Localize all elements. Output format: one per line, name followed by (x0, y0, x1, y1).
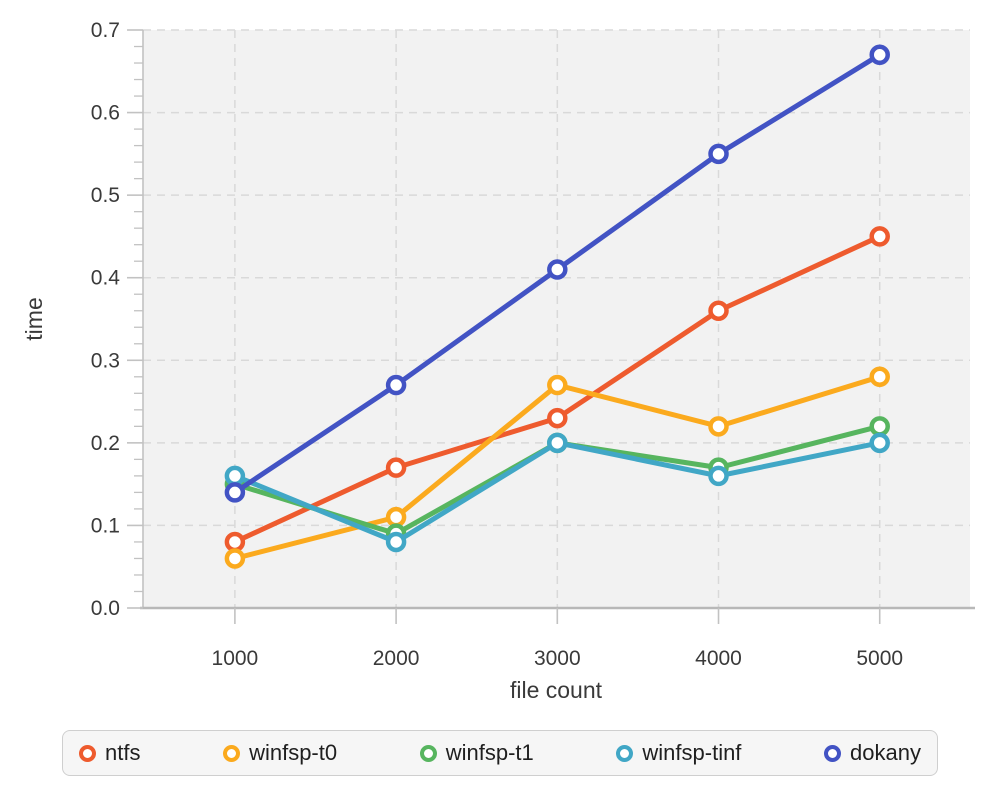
legend-label: ntfs (105, 740, 141, 765)
y-tick-label: 0.1 (91, 514, 120, 537)
data-point-winfsp-tinf (224, 465, 246, 487)
data-point-dokany (224, 482, 246, 503)
legend-label: winfsp-t0 (249, 740, 338, 765)
plot-background (143, 30, 970, 608)
data-point-winfsp-tinf (708, 465, 729, 487)
y-tick-label: 0.2 (91, 432, 120, 455)
legend: ntfs winfsp-t0 winfsp-t1 winfsp-tinf dokany (62, 730, 938, 776)
data-point-dokany (708, 143, 729, 165)
y-axis-title: time (21, 297, 47, 340)
legend-label: winfsp-tinf (642, 740, 742, 765)
y-tick-label: 0.4 (91, 267, 121, 290)
x-tick-label: 5000 (856, 647, 903, 670)
x-tick-label: 1000 (212, 647, 259, 670)
y-tick-label: 0.0 (91, 597, 120, 620)
y-tick-label: 0.6 (91, 102, 120, 125)
line-chart: 0.0 0.1 0.2 0.3 0.4 0.5 0.6 0.7 1000 2000 3000 4000… (21, 19, 975, 703)
legend-item-winfsp-t1: winfsp-t1 (419, 740, 534, 765)
data-point-dokany (547, 259, 568, 280)
legend-label: dokany (850, 740, 921, 765)
data-point-ntfs (547, 407, 568, 429)
x-axis-title: file count (510, 677, 603, 703)
data-point-winfsp-tinf (547, 432, 568, 454)
x-tick-label: 4000 (695, 647, 742, 670)
data-point-winfsp-t0 (547, 374, 568, 396)
data-point-winfsp-tinf (869, 432, 890, 454)
data-point-winfsp-t0 (708, 416, 729, 437)
data-point-winfsp-tinf (385, 531, 407, 553)
legend-marker-icon (79, 744, 96, 762)
y-tick-label: 0.5 (91, 184, 120, 207)
data-point-winfsp-t0 (224, 548, 246, 569)
x-tick-label: 3000 (534, 647, 581, 670)
data-point-winfsp-t1 (869, 416, 890, 437)
y-tick-label: 0.3 (91, 349, 120, 372)
legend-item-dokany: dokany (824, 742, 921, 764)
plot-canvas: 0.0 0.1 0.2 0.3 0.4 0.5 0.6 0.7 1000 2000 3000 4000… (21, 19, 975, 703)
legend-label: winfsp-t1 (445, 740, 534, 765)
legend-item-winfsp-tinf: winfsp-tinf (616, 742, 741, 764)
data-series (224, 44, 890, 569)
data-point-ntfs (708, 300, 729, 321)
legend-marker-icon (616, 744, 634, 762)
legend-item-ntfs: ntfs (79, 742, 140, 764)
x-tick-label: 2000 (373, 647, 420, 670)
data-point-ntfs (224, 531, 246, 553)
axes: 0.0 0.1 0.2 0.3 0.4 0.5 0.6 0.7 1000 2000 3000 4000… (91, 19, 975, 670)
data-point-ntfs (869, 226, 890, 247)
y-tick-label: 0.7 (91, 19, 120, 42)
legend-item-winfsp-t0: winfsp-t0 (223, 742, 337, 764)
legend-marker-icon (419, 744, 437, 762)
data-point-dokany (385, 374, 407, 396)
legend-marker-icon (824, 744, 842, 762)
data-point-ntfs (385, 457, 407, 478)
data-point-dokany (869, 44, 890, 66)
data-point-winfsp-t0 (385, 506, 407, 528)
data-point-winfsp-t0 (869, 366, 890, 388)
legend-marker-icon (223, 744, 241, 762)
